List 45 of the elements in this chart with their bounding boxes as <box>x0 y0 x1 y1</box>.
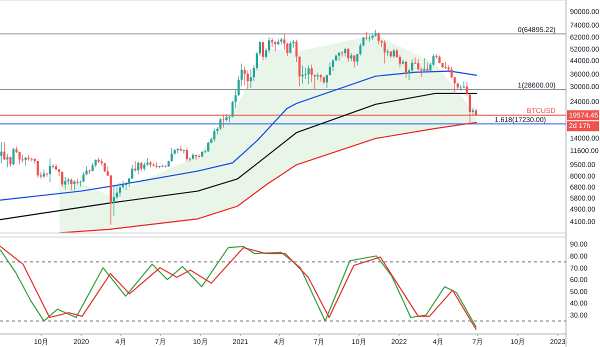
candlestick <box>73 180 76 191</box>
candlestick <box>404 60 408 78</box>
candlestick <box>432 54 435 66</box>
candlestick <box>52 164 54 170</box>
candlestick <box>70 178 72 190</box>
candlestick <box>88 169 91 174</box>
candlestick <box>353 54 356 68</box>
candlestick <box>48 158 52 182</box>
candlestick <box>64 176 66 190</box>
candlestick <box>378 32 380 45</box>
candlestick <box>301 65 304 84</box>
line-series <box>0 92 478 220</box>
candlestick <box>155 162 158 169</box>
candlestick <box>137 161 140 175</box>
candlestick <box>244 66 246 86</box>
line-series <box>58 122 478 233</box>
candlestick <box>61 171 64 188</box>
candlestick <box>250 68 252 88</box>
candlestick <box>207 141 210 152</box>
candlestick <box>435 54 438 60</box>
candlestick <box>12 148 15 166</box>
candlestick <box>186 148 188 162</box>
candlestick <box>347 48 350 62</box>
candlestick <box>116 185 118 200</box>
candlestick <box>112 186 115 216</box>
candlestick <box>9 156 12 168</box>
candlestick <box>213 128 216 142</box>
line-series <box>0 70 478 201</box>
candlestick <box>262 42 264 61</box>
candlestick <box>365 31 368 40</box>
candlestick <box>46 172 48 178</box>
candlestick <box>426 62 428 72</box>
candlestick <box>308 64 310 84</box>
candlestick <box>3 142 6 160</box>
candlestick <box>118 182 122 197</box>
candlestick <box>134 160 136 172</box>
candlestick <box>36 160 39 178</box>
candlestick <box>0 142 2 164</box>
candlestick <box>158 165 161 169</box>
candlestick <box>289 41 292 54</box>
candlestick <box>6 153 8 168</box>
candlestick <box>384 40 386 64</box>
candlestick <box>246 70 249 90</box>
candlestick <box>423 58 426 72</box>
candlestick <box>198 154 200 158</box>
